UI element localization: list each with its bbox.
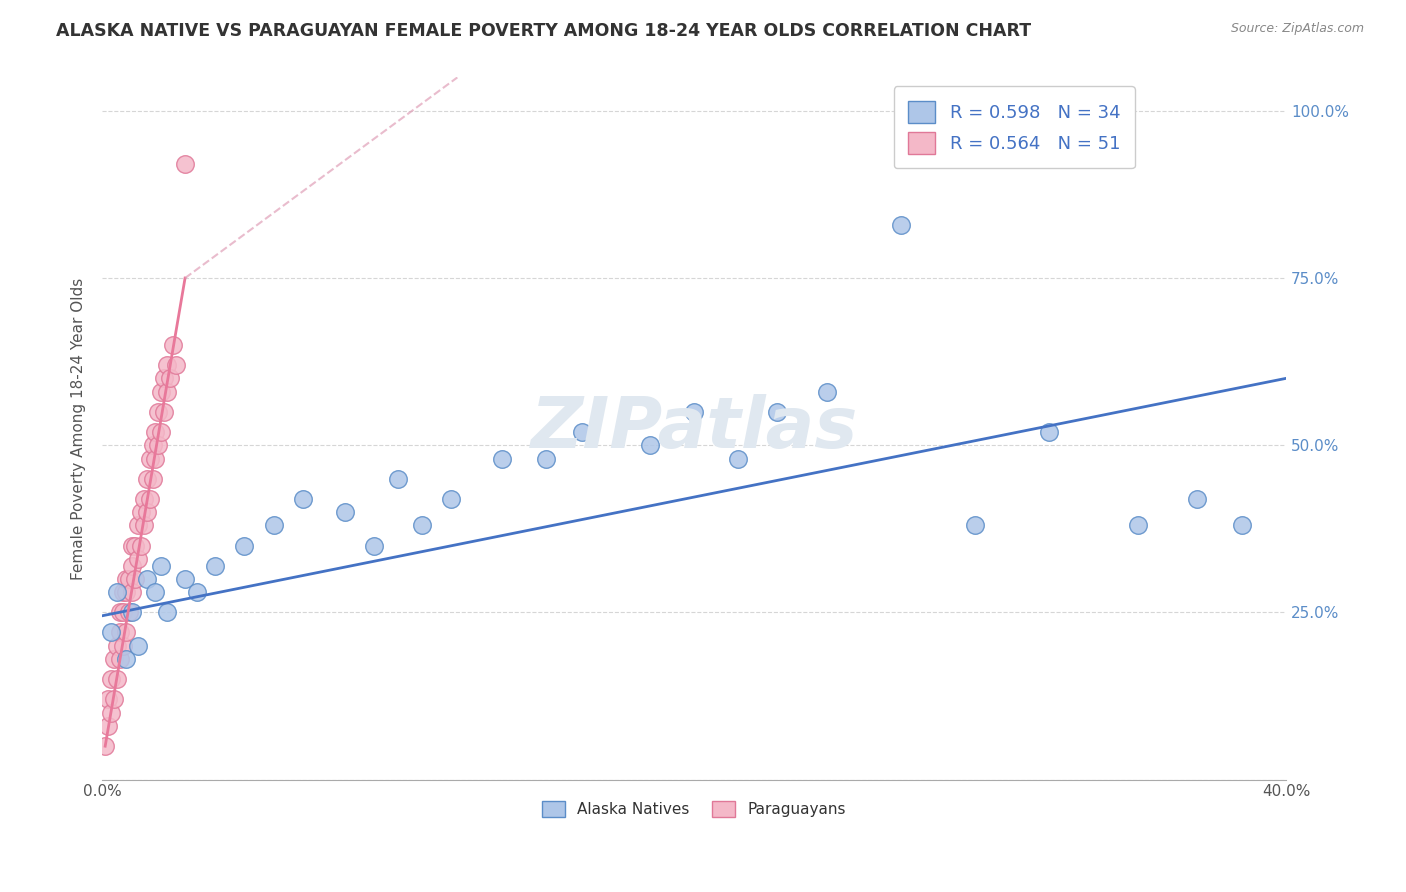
Point: [129, 539, 152, 553]
Point: [638, 438, 661, 452]
Point: [108, 625, 131, 640]
Point: [132, 491, 155, 506]
Point: [121, 539, 143, 553]
Point: [815, 384, 838, 399]
Point: [766, 405, 789, 419]
Point: [153, 371, 176, 385]
Point: [1185, 491, 1208, 506]
Point: [135, 505, 157, 519]
Point: [135, 572, 157, 586]
Point: [115, 572, 138, 586]
Point: [165, 358, 187, 372]
Point: [121, 558, 143, 573]
Point: [150, 384, 173, 399]
Point: [333, 505, 356, 519]
Point: [97, 719, 120, 733]
Point: [150, 558, 173, 573]
Point: [111, 585, 134, 599]
Point: [94, 739, 117, 754]
Point: [132, 518, 155, 533]
Point: [174, 157, 197, 171]
Point: [727, 451, 749, 466]
Point: [292, 491, 315, 506]
Point: [100, 673, 122, 687]
Point: [138, 451, 160, 466]
Point: [129, 505, 152, 519]
Point: [105, 639, 128, 653]
Point: [363, 539, 385, 553]
Point: [97, 692, 120, 706]
Text: ALASKA NATIVE VS PARAGUAYAN FEMALE POVERTY AMONG 18-24 YEAR OLDS CORRELATION CHA: ALASKA NATIVE VS PARAGUAYAN FEMALE POVER…: [56, 22, 1032, 40]
Point: [1230, 518, 1253, 533]
Point: [145, 585, 167, 599]
Point: [141, 438, 163, 452]
Point: [124, 572, 146, 586]
Text: ZIPatlas: ZIPatlas: [530, 394, 858, 463]
Point: [103, 692, 125, 706]
Legend: Alaska Natives, Paraguayans: Alaska Natives, Paraguayans: [534, 793, 853, 824]
Point: [683, 405, 706, 419]
Point: [138, 491, 160, 506]
Point: [111, 639, 134, 653]
Point: [156, 384, 179, 399]
Point: [965, 518, 987, 533]
Point: [156, 358, 179, 372]
Point: [108, 652, 131, 666]
Point: [204, 558, 226, 573]
Point: [100, 625, 122, 640]
Point: [135, 472, 157, 486]
Point: [162, 338, 184, 352]
Point: [115, 652, 138, 666]
Point: [121, 585, 143, 599]
Point: [150, 425, 173, 439]
Point: [491, 451, 513, 466]
Point: [156, 606, 179, 620]
Point: [890, 218, 912, 232]
Point: [571, 425, 593, 439]
Point: [159, 371, 181, 385]
Point: [100, 706, 122, 720]
Point: [440, 491, 463, 506]
Point: [534, 451, 557, 466]
Point: [148, 405, 170, 419]
Point: [111, 606, 134, 620]
Point: [1038, 425, 1060, 439]
Point: [115, 625, 138, 640]
Point: [121, 606, 143, 620]
Point: [145, 425, 167, 439]
Point: [118, 572, 141, 586]
Point: [127, 518, 149, 533]
Point: [127, 639, 149, 653]
Point: [233, 539, 256, 553]
Point: [105, 585, 128, 599]
Point: [108, 606, 131, 620]
Point: [153, 405, 176, 419]
Point: [118, 606, 141, 620]
Point: [127, 552, 149, 566]
Point: [103, 652, 125, 666]
Point: [148, 438, 170, 452]
Point: [186, 585, 208, 599]
Point: [174, 572, 197, 586]
Text: Source: ZipAtlas.com: Source: ZipAtlas.com: [1230, 22, 1364, 36]
Point: [411, 518, 433, 533]
Point: [1126, 518, 1149, 533]
Point: [124, 539, 146, 553]
Point: [141, 472, 163, 486]
Point: [105, 673, 128, 687]
Point: [145, 451, 167, 466]
Point: [387, 472, 409, 486]
Point: [263, 518, 285, 533]
Y-axis label: Female Poverty Among 18-24 Year Olds: Female Poverty Among 18-24 Year Olds: [72, 277, 86, 580]
Point: [115, 585, 138, 599]
